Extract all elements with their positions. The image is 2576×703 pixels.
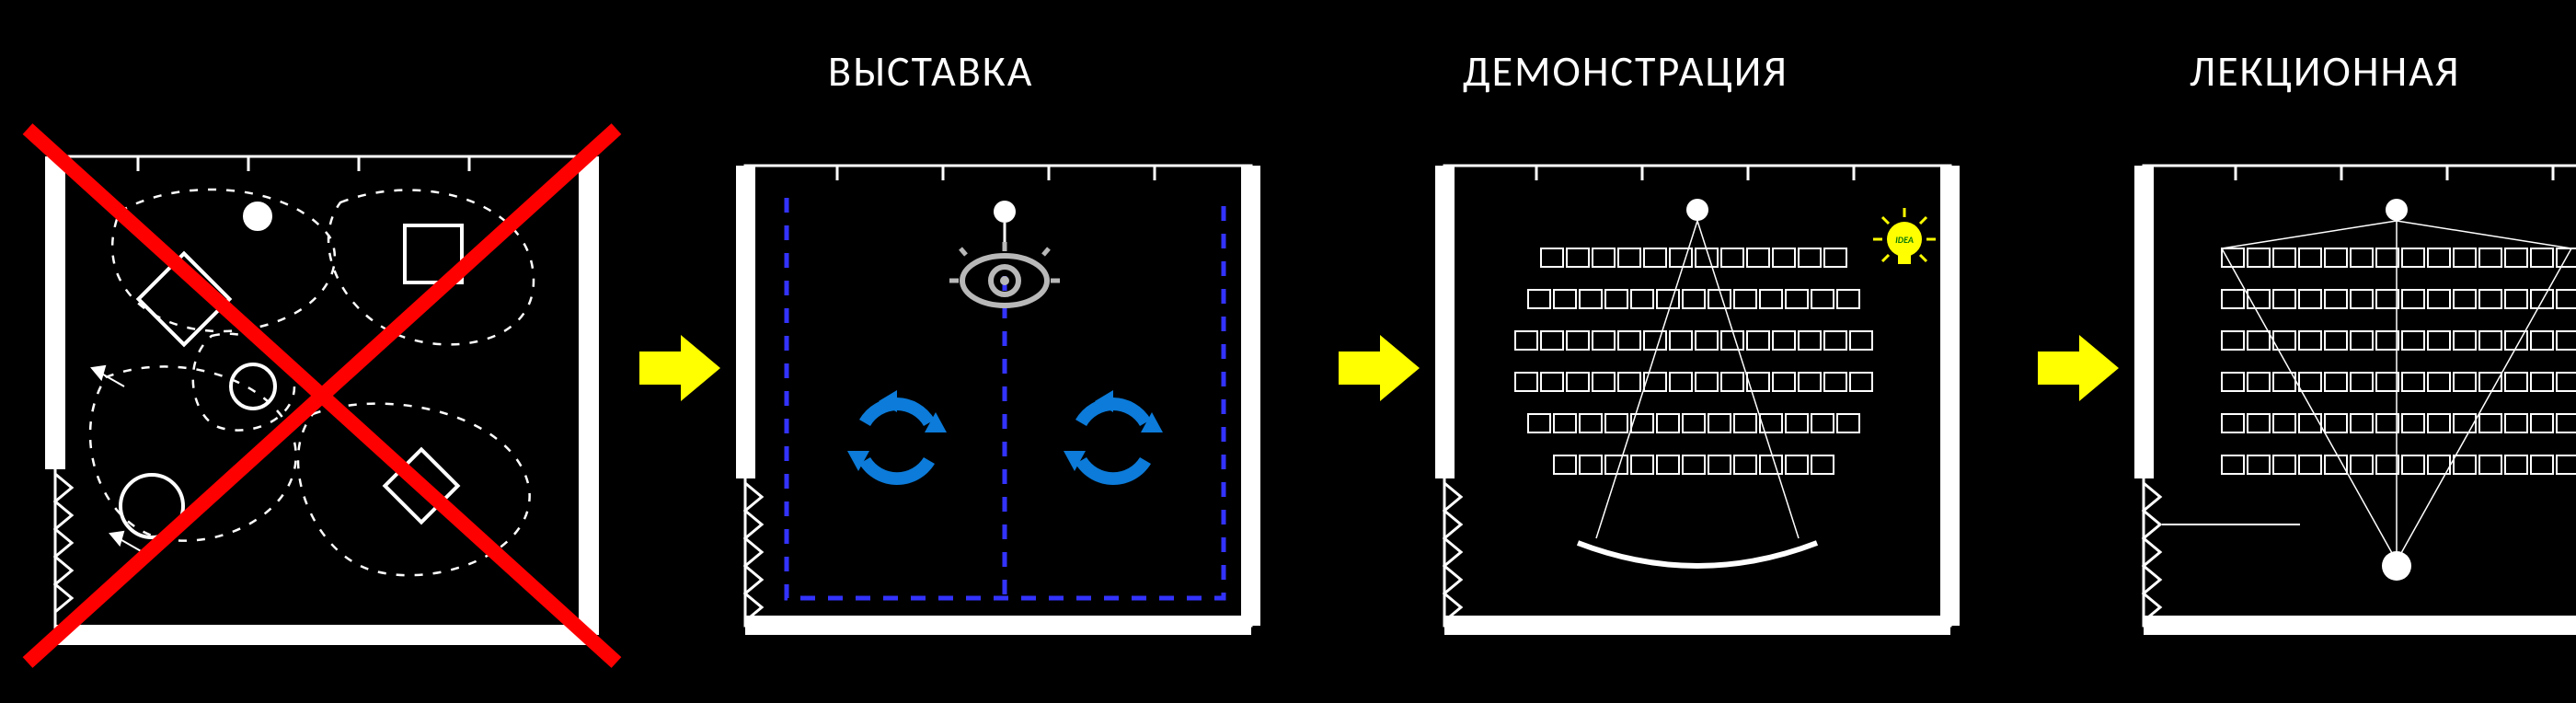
panel-demonstration-svg: IDEA [1435,156,1960,635]
svg-text:IDEA: IDEA [1895,234,1914,246]
panel-demonstration: IDEA [1435,156,1960,635]
panel-exhibition-svg [736,156,1260,635]
seating-rows [1515,248,1872,474]
cycle-icon-left [847,390,947,485]
panel-lecture: IDEA [2134,156,2576,635]
title-lecture: ЛЕКЦИОННАЯ [2190,46,2460,98]
eye-icon [949,242,1060,305]
transition-arrow-1 [639,331,722,409]
title-demonstration: ДЕМОНСТРАЦИЯ [1463,46,1788,98]
panel-rejected-svg [18,120,626,672]
panel-rejected [18,120,626,672]
seating-rows [2222,248,2576,474]
panel-lecture-svg: IDEA [2134,156,2576,635]
idea-bulb-icon: IDEA [1873,208,1936,264]
cycle-icon-right [1064,390,1163,485]
diagram-stage: ВЫСТАВКА ДЕМОНСТРАЦИЯ ЛЕКЦИОННАЯ [0,0,2576,703]
title-exhibition: ВЫСТАВКА [828,46,1033,98]
transition-arrow-3 [2038,331,2121,409]
transition-arrow-2 [1339,331,1421,409]
panel-exhibition [736,156,1260,635]
